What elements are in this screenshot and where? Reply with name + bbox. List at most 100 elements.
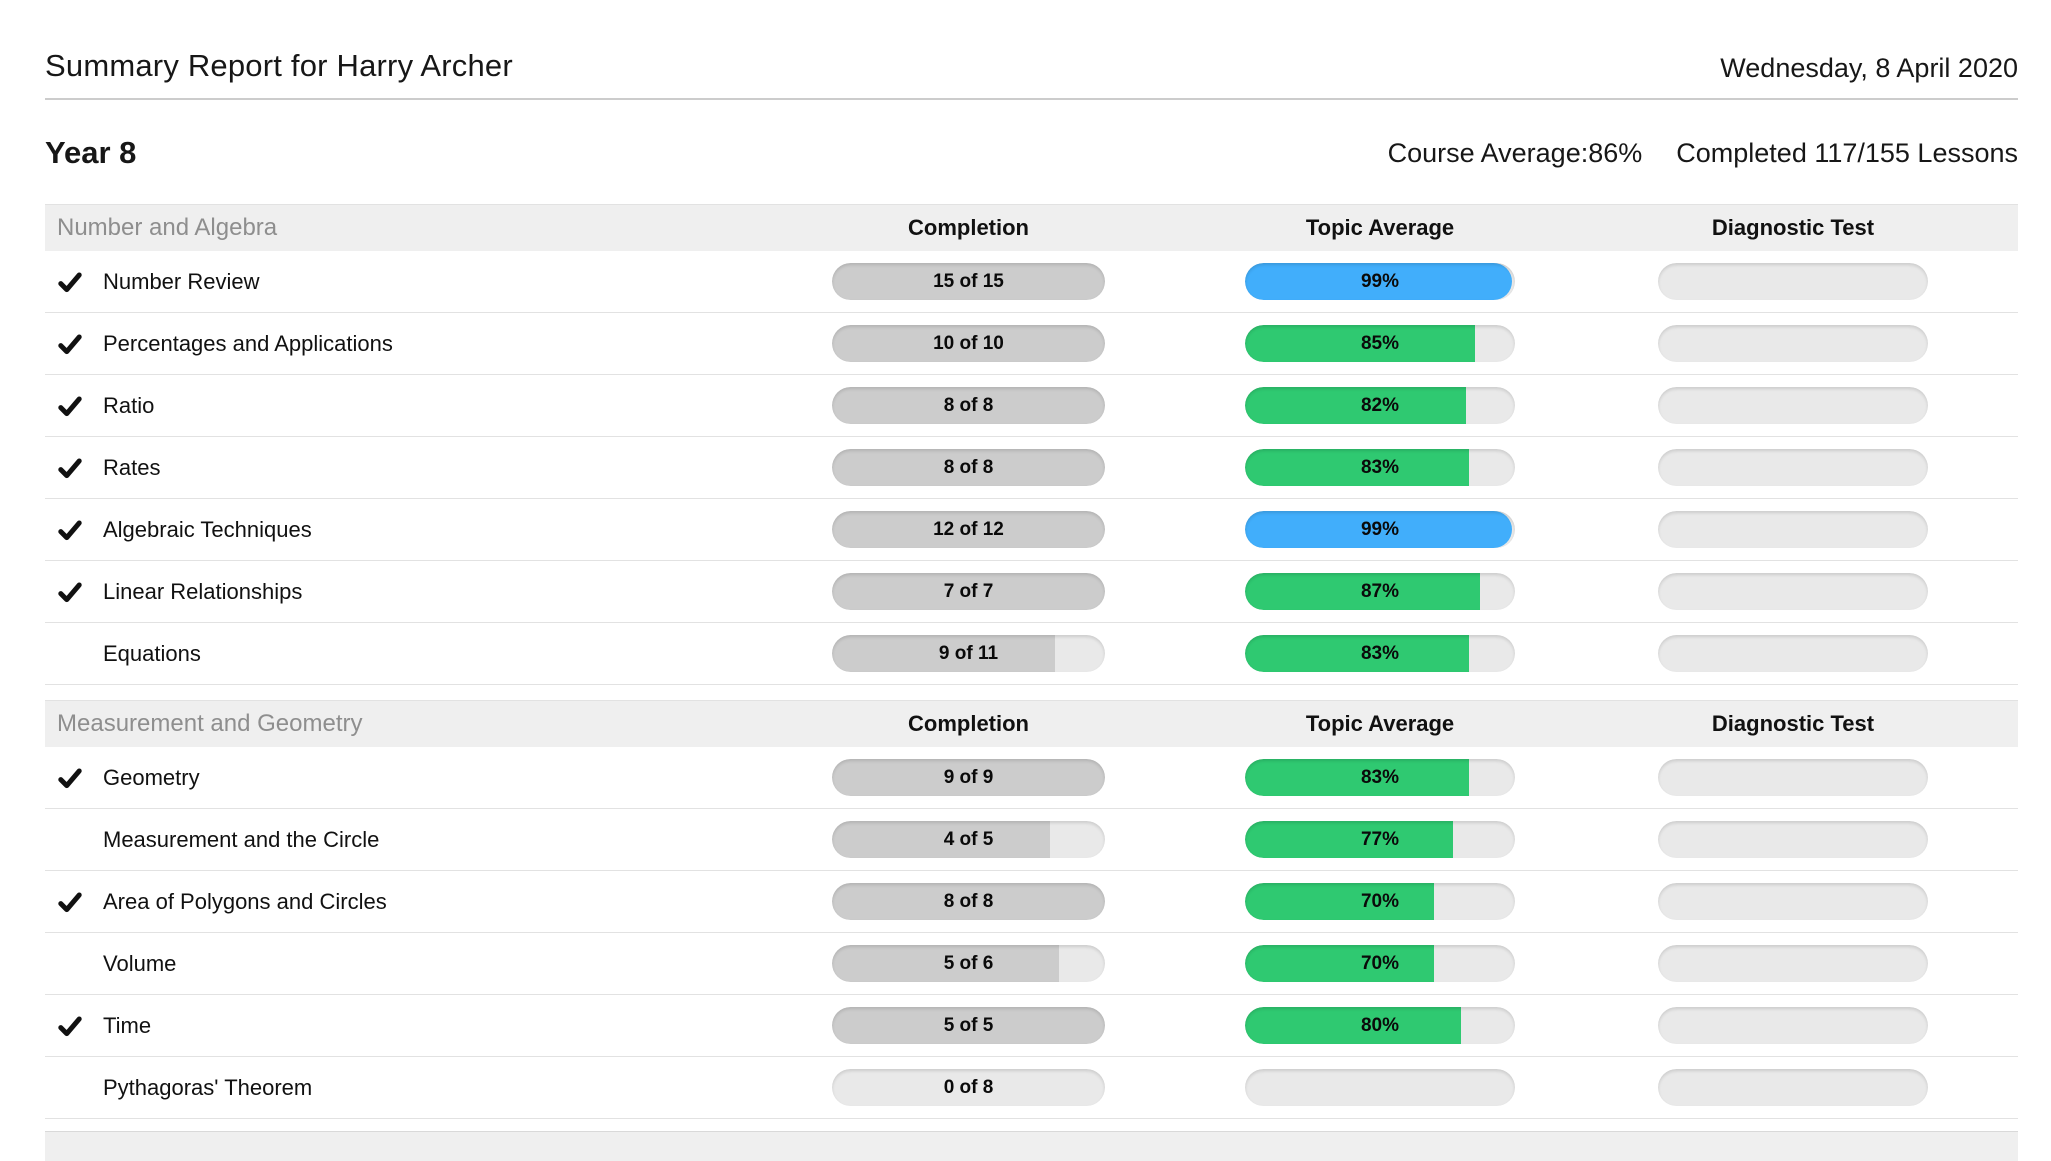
topic-average-pill: 85% — [1245, 325, 1515, 362]
completion-fill — [832, 449, 1105, 486]
column-header-topic-average: Topic Average — [1305, 711, 1455, 736]
completion-cell: 8 of 8 — [832, 387, 1105, 424]
topic-average-pill: 87% — [1245, 573, 1515, 610]
topic-label: Pythagoras' Theorem — [103, 1074, 313, 1100]
completion-fill — [832, 945, 1060, 982]
topic-label: Equations — [103, 640, 201, 666]
diagnostic-test-cell — [1658, 449, 1928, 486]
diagnostic-test-pill — [1658, 449, 1928, 486]
topic-row: Equations 9 of 11 83% — [45, 623, 2018, 685]
topic-average-fill — [1245, 325, 1475, 362]
completion-value: 7 of 7 — [943, 581, 994, 602]
course-stats: Course Average:86% Completed 117/155 Les… — [1388, 138, 2018, 169]
topic-row: Time 5 of 5 80% — [45, 995, 2018, 1057]
completion-pill: 5 of 5 — [832, 1007, 1105, 1044]
completion-fill — [832, 821, 1051, 858]
diagnostic-test-pill — [1658, 387, 1928, 424]
completion-value: 15 of 15 — [933, 271, 1004, 292]
diagnostic-test-pill — [1658, 325, 1928, 362]
topic-average-cell: 83% — [1245, 759, 1515, 796]
topic-label: Measurement and the Circle — [103, 826, 380, 852]
topic-average-cell: 87% — [1245, 573, 1515, 610]
topic-average-pill: 83% — [1245, 635, 1515, 672]
diagnostic-test-cell — [1658, 325, 1928, 362]
topic-average-value: 83% — [1360, 457, 1400, 478]
column-header-completion: Completion — [908, 711, 1029, 736]
topic-label: Percentages and Applications — [103, 330, 393, 356]
topic-average-cell: 99% — [1245, 511, 1515, 548]
completion-value: 9 of 11 — [938, 643, 999, 664]
diagnostic-test-cell — [1658, 387, 1928, 424]
topic-average-value: 87% — [1360, 581, 1400, 602]
topic-average-cell: 77% — [1245, 821, 1515, 858]
diagnostic-test-cell — [1658, 1069, 1928, 1106]
topic-average-value: 99% — [1360, 519, 1400, 540]
completion-cell: 10 of 10 — [832, 325, 1105, 362]
completion-cell: 9 of 11 — [832, 635, 1105, 672]
diagnostic-test-pill — [1658, 263, 1928, 300]
topic-average-pill: 70% — [1245, 883, 1515, 920]
diagnostic-test-cell — [1658, 883, 1928, 920]
topic-average-pill: 83% — [1245, 449, 1515, 486]
diagnostic-test-pill — [1658, 759, 1928, 796]
diagnostic-test-cell — [1658, 511, 1928, 548]
completion-cell: 7 of 7 — [832, 573, 1105, 610]
checkmark-icon — [57, 1013, 83, 1039]
completed-check-cell — [45, 1013, 103, 1039]
diagnostic-test-pill — [1658, 945, 1928, 982]
completion-cell: 4 of 5 — [832, 821, 1105, 858]
completion-pill: 8 of 8 — [832, 449, 1105, 486]
topic-row: Ratio 8 of 8 82% — [45, 375, 2018, 437]
completion-pill: 4 of 5 — [832, 821, 1105, 858]
checkmark-icon — [57, 455, 83, 481]
diagnostic-test-cell — [1658, 1007, 1928, 1044]
topic-average-value: 83% — [1360, 643, 1400, 664]
completion-pill: 12 of 12 — [832, 511, 1105, 548]
diagnostic-test-pill — [1658, 635, 1928, 672]
topic-average-pill: 70% — [1245, 945, 1515, 982]
column-header-diagnostic-test: Diagnostic Test — [1711, 215, 1875, 240]
topic-row: Percentages and Applications 10 of 10 85% — [45, 313, 2018, 375]
topic-label: Linear Relationships — [103, 578, 303, 604]
topic-average-fill — [1245, 387, 1467, 424]
column-header-diagnostic-test: Diagnostic Test — [1711, 711, 1875, 736]
diagnostic-test-cell — [1658, 821, 1928, 858]
completion-fill — [832, 635, 1056, 672]
topic-average-cell: 80% — [1245, 1007, 1515, 1044]
completion-fill — [832, 1007, 1105, 1044]
completion-value: 8 of 8 — [943, 891, 994, 912]
topic-average-pill: 83% — [1245, 759, 1515, 796]
completion-cell: 8 of 8 — [832, 883, 1105, 920]
completed-check-cell — [45, 765, 103, 791]
completion-value: 4 of 5 — [943, 829, 994, 850]
completion-pill: 10 of 10 — [832, 325, 1105, 362]
topic-label: Geometry — [103, 764, 200, 790]
completion-fill — [832, 883, 1105, 920]
next-section-bar-partial — [45, 1131, 2018, 1161]
topic-average-value: 83% — [1360, 767, 1400, 788]
topic-average-value: 99% — [1360, 271, 1400, 292]
completion-cell: 15 of 15 — [832, 263, 1105, 300]
completed-check-cell — [45, 331, 103, 357]
course-average: Course Average:86% — [1388, 138, 1643, 169]
topic-label: Time — [103, 1012, 152, 1038]
course-average-label: Course Average: — [1387, 137, 1589, 168]
topic-row: Linear Relationships 7 of 7 87% — [45, 561, 2018, 623]
section-title: Measurement and Geometry — [57, 710, 363, 737]
completion-pill: 9 of 11 — [832, 635, 1105, 672]
topic-average-cell: 83% — [1245, 449, 1515, 486]
column-header-topic-average: Topic Average — [1305, 215, 1455, 240]
topic-average-fill — [1245, 263, 1513, 300]
diagnostic-test-cell — [1658, 573, 1928, 610]
completed-check-cell — [45, 393, 103, 419]
topic-average-cell: 83% — [1245, 635, 1515, 672]
topic-average-cell: 70% — [1245, 945, 1515, 982]
course-average-value: 86% — [1588, 137, 1643, 168]
completion-cell: 9 of 9 — [832, 759, 1105, 796]
completion-cell: 8 of 8 — [832, 449, 1105, 486]
topic-label: Area of Polygons and Circles — [103, 888, 387, 914]
completion-pill: 7 of 7 — [832, 573, 1105, 610]
topic-row: Algebraic Techniques 12 of 12 99% — [45, 499, 2018, 561]
report-header: Summary Report for Harry Archer Wednesda… — [45, 0, 2018, 100]
